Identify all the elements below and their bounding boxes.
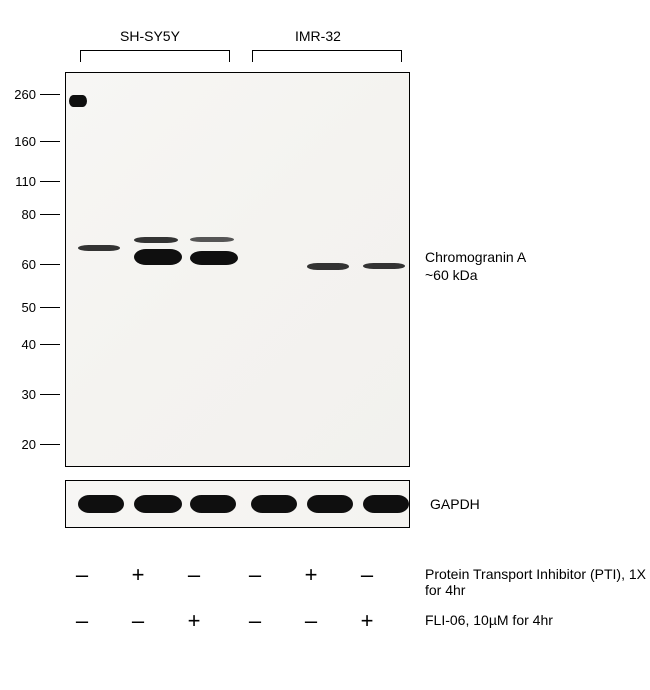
mw-tick <box>40 141 60 142</box>
blot-band <box>134 237 178 243</box>
cell-line-bracket <box>252 50 402 62</box>
gapdh-band <box>134 495 182 513</box>
gapdh-band <box>251 495 297 513</box>
blot-band <box>134 249 182 265</box>
mw-tick <box>40 94 60 95</box>
gapdh-band <box>307 495 353 513</box>
treatment-symbol: + <box>120 562 156 588</box>
gapdh-band <box>78 495 124 513</box>
blot-band <box>78 245 120 251</box>
mw-value: 260 <box>0 87 36 102</box>
main-blot-box <box>65 72 410 467</box>
mw-value: 80 <box>0 207 36 222</box>
cell-line-label: SH-SY5Y <box>120 28 180 44</box>
gapdh-band <box>190 495 236 513</box>
mw-marker: 110 <box>0 174 60 189</box>
treatment-symbol: – <box>64 562 100 588</box>
mw-tick <box>40 264 60 265</box>
mw-tick <box>40 394 60 395</box>
treatment-symbol: + <box>176 608 212 634</box>
blot-band <box>190 237 234 242</box>
mw-value: 110 <box>0 174 36 189</box>
mw-value: 50 <box>0 300 36 315</box>
treatment-symbol: – <box>293 608 329 634</box>
mw-tick <box>40 307 60 308</box>
treatment-label: Protein Transport Inhibitor (PTI), 1X fo… <box>425 566 650 598</box>
treatment-symbol: – <box>64 608 100 634</box>
mw-marker: 60 <box>0 257 60 272</box>
mw-tick <box>40 214 60 215</box>
blot-band <box>363 263 405 269</box>
blot-band <box>307 263 349 270</box>
blot-band <box>190 251 238 265</box>
mw-value: 60 <box>0 257 36 272</box>
target-mw: ~60 kDa <box>425 266 526 284</box>
mw-tick <box>40 181 60 182</box>
treatment-symbol: – <box>349 562 385 588</box>
mw-value: 160 <box>0 134 36 149</box>
target-label: Chromogranin A~60 kDa <box>425 248 526 284</box>
mw-value: 30 <box>0 387 36 402</box>
treatment-symbol: – <box>176 562 212 588</box>
mw-marker: 30 <box>0 387 60 402</box>
treatment-symbol: – <box>237 608 273 634</box>
gapdh-blot-box <box>65 480 410 528</box>
mw-marker: 80 <box>0 207 60 222</box>
cell-line-bracket <box>80 50 230 62</box>
loading-control-label: GAPDH <box>430 495 480 513</box>
blot-band <box>69 95 87 107</box>
treatment-symbol: – <box>237 562 273 588</box>
mw-marker: 160 <box>0 134 60 149</box>
target-name: Chromogranin A <box>425 248 526 266</box>
mw-value: 20 <box>0 437 36 452</box>
mw-value: 40 <box>0 337 36 352</box>
mw-tick <box>40 344 60 345</box>
mw-marker: 40 <box>0 337 60 352</box>
treatment-label: FLI-06, 10µM for 4hr <box>425 612 553 628</box>
mw-tick <box>40 444 60 445</box>
treatment-symbol: + <box>293 562 329 588</box>
cell-line-label: IMR-32 <box>295 28 341 44</box>
gapdh-band <box>363 495 409 513</box>
mw-marker: 260 <box>0 87 60 102</box>
mw-marker: 50 <box>0 300 60 315</box>
treatment-symbol: + <box>349 608 385 634</box>
treatment-symbol: – <box>120 608 156 634</box>
mw-marker: 20 <box>0 437 60 452</box>
